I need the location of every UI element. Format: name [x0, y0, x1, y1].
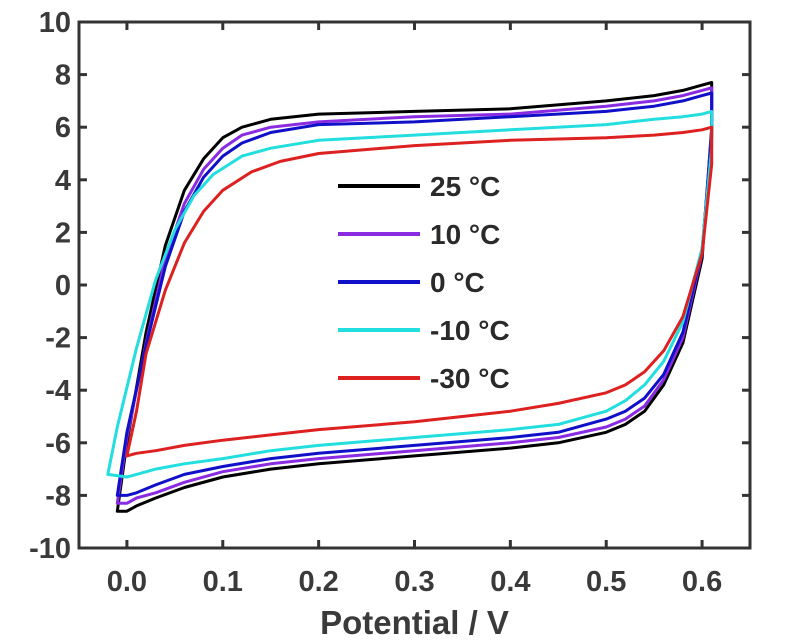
legend: 25 °C 10 °C 0 °C -10 °C -30 °C [338, 171, 510, 394]
y-tick-label: 4 [55, 165, 71, 197]
y-tick-label: 2 [55, 217, 71, 249]
x-axis-title: Potential / V [320, 604, 509, 641]
x-tick-label: 0.6 [682, 566, 722, 598]
legend-label-3: -10 °C [430, 315, 510, 346]
y-tick-label: -4 [45, 375, 71, 407]
x-tick-label: 0.4 [490, 566, 530, 598]
ticks-layer [79, 20, 750, 550]
y-tick-label: 0 [55, 270, 71, 302]
legend-label-4: -30 °C [430, 363, 510, 394]
y-tick-label: -8 [45, 480, 71, 512]
x-tick-labels: 0.0 0.1 0.2 0.3 0.4 0.5 0.6 [107, 566, 722, 598]
y-tick-label: -10 [29, 533, 71, 565]
series-layer [106, 81, 714, 513]
series-line-2 [115, 91, 714, 497]
y-tick-label: 10 [39, 7, 71, 39]
y-tick-label: 6 [55, 112, 71, 144]
x-tick-label: 0.3 [394, 566, 434, 598]
y-tick-labels: 10 8 6 4 2 0 -2 -4 -6 -8 -10 [29, 7, 71, 565]
legend-label-0: 25 °C [430, 171, 500, 202]
legend-label-2: 0 °C [430, 267, 485, 298]
y-tick-label: 8 [55, 60, 71, 92]
series-line-4 [125, 125, 714, 458]
x-tick-label: 0.5 [586, 566, 626, 598]
x-tick-label: 0.2 [298, 566, 338, 598]
y-tick-label: -6 [45, 428, 71, 460]
legend-label-1: 10 °C [430, 219, 500, 250]
x-tick-label: 0.0 [107, 566, 147, 598]
y-tick-label: -2 [45, 323, 71, 355]
x-tick-label: 0.1 [203, 566, 243, 598]
